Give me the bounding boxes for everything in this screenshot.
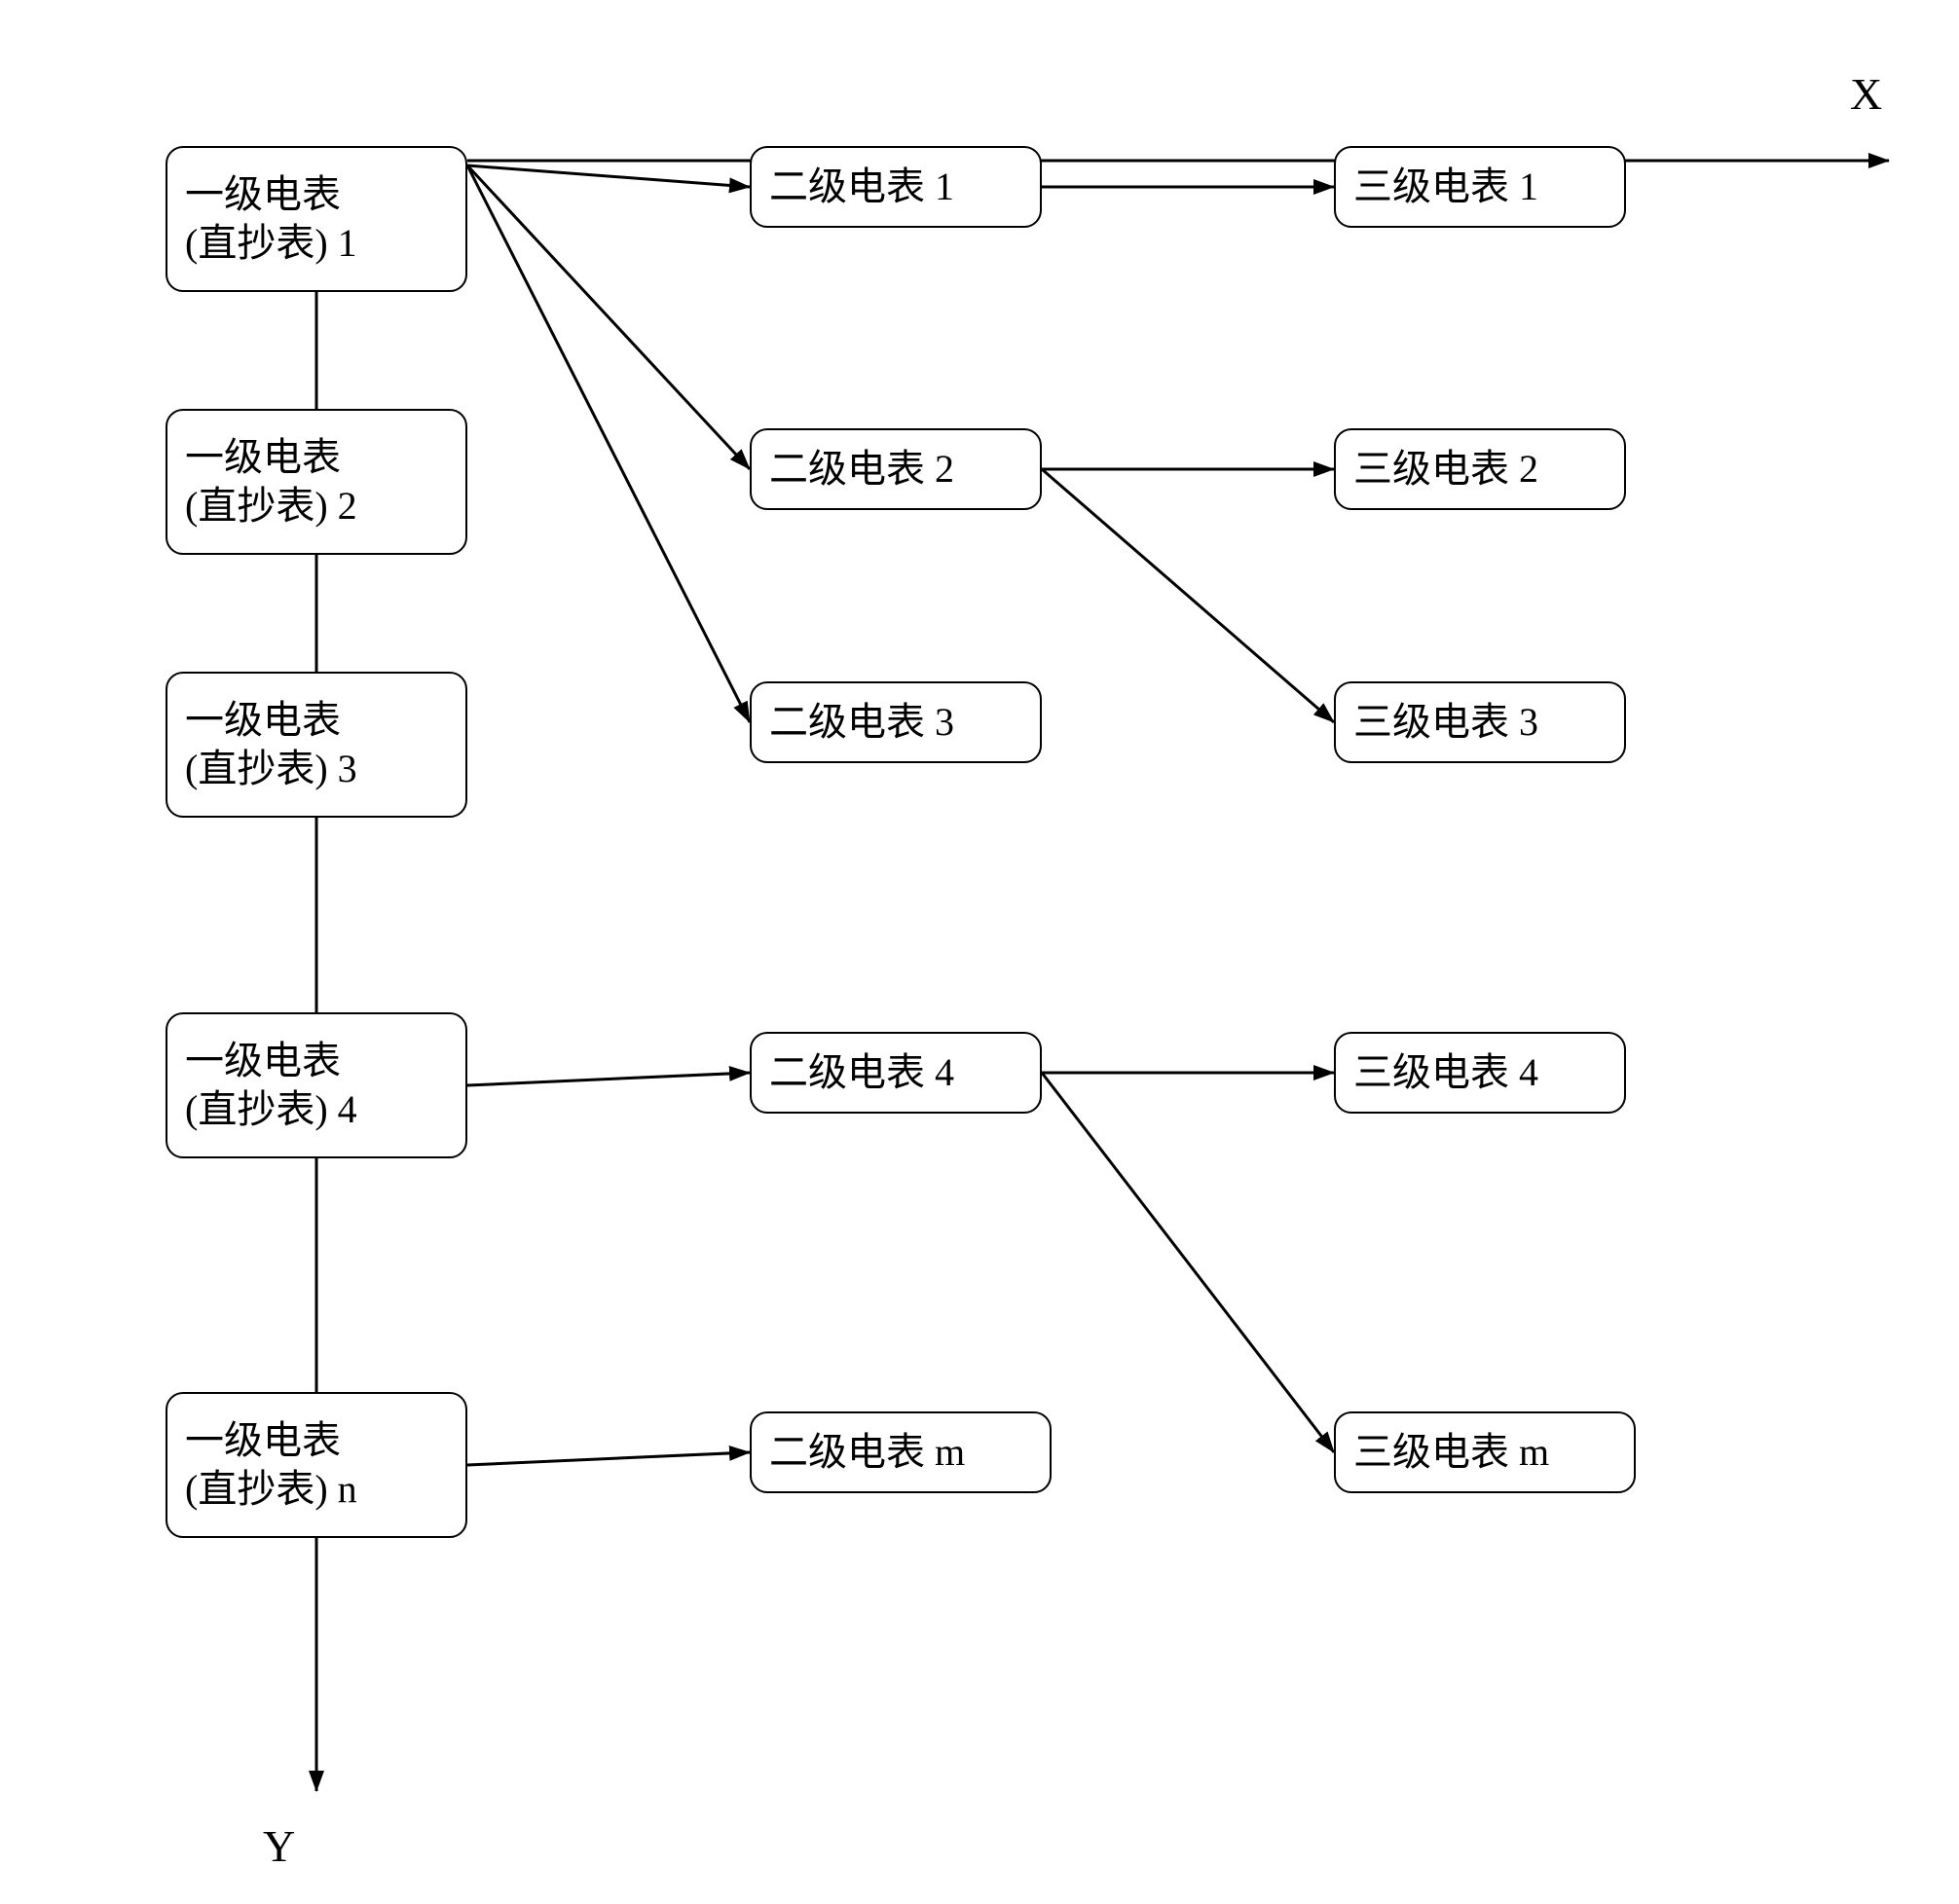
node-level1-meter-n: 一级电表 (直抄表) n [166,1392,467,1538]
node-level2-meter-2: 二级电表 2 [750,428,1042,510]
node-level2-meter-1: 二级电表 1 [750,146,1042,228]
node-label: 一级电表 [185,696,341,745]
node-label: 三级电表 3 [1353,698,1538,747]
node-sublabel: (直抄表) 1 [185,219,357,268]
node-label: 二级电表 2 [769,445,954,494]
node-level3-meter-4: 三级电表 4 [1334,1032,1626,1114]
node-level3-meter-m: 三级电表 m [1334,1411,1636,1493]
y-axis-label: Y [263,1820,295,1872]
node-level2-meter-4: 二级电表 4 [750,1032,1042,1114]
diagram-canvas: 一级电表 (直抄表) 1 一级电表 (直抄表) 2 一级电表 (直抄表) 3 一… [0,0,1959,1904]
node-label: 一级电表 [185,1416,341,1465]
node-level1-meter-4: 一级电表 (直抄表) 4 [166,1012,467,1158]
node-sublabel: (直抄表) 2 [185,482,357,531]
x-axis-label: X [1850,68,1882,120]
node-label: 一级电表 [185,170,341,219]
node-label: 三级电表 m [1353,1428,1549,1477]
node-label: 二级电表 m [769,1428,965,1477]
node-label: 一级电表 [185,1037,341,1085]
node-level2-meter-m: 二级电表 m [750,1411,1052,1493]
node-label: 三级电表 4 [1353,1048,1538,1097]
node-label: 三级电表 2 [1353,445,1538,494]
node-label: 三级电表 1 [1353,163,1538,211]
node-label: 二级电表 3 [769,698,954,747]
node-label: 一级电表 [185,433,341,482]
node-sublabel: (直抄表) n [185,1465,357,1514]
node-level1-meter-3: 一级电表 (直抄表) 3 [166,672,467,818]
node-level1-meter-2: 一级电表 (直抄表) 2 [166,409,467,555]
node-label: 二级电表 1 [769,163,954,211]
node-level3-meter-2: 三级电表 2 [1334,428,1626,510]
node-level2-meter-3: 二级电表 3 [750,681,1042,763]
node-sublabel: (直抄表) 4 [185,1085,357,1134]
node-level3-meter-1: 三级电表 1 [1334,146,1626,228]
node-sublabel: (直抄表) 3 [185,745,357,793]
node-level1-meter-1: 一级电表 (直抄表) 1 [166,146,467,292]
node-label: 二级电表 4 [769,1048,954,1097]
node-level3-meter-3: 三级电表 3 [1334,681,1626,763]
